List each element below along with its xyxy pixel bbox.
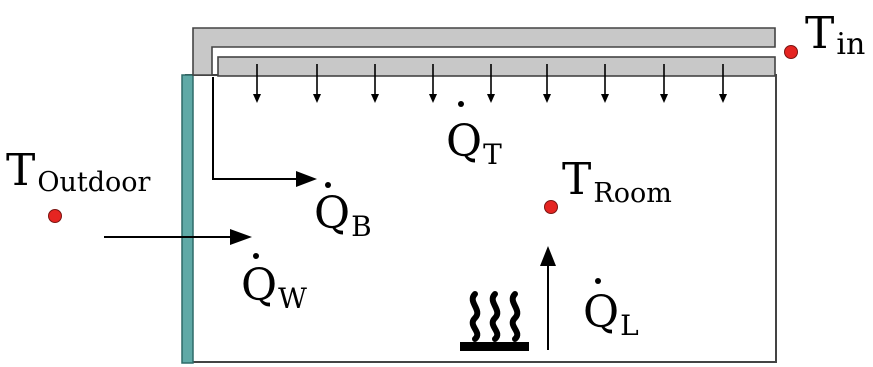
label-q-l: QL: [583, 278, 639, 342]
room-box: [185, 74, 777, 363]
downflow-arrow: [660, 64, 668, 103]
sensor-t-in-dot: [784, 45, 798, 59]
ceiling-downflow-arrows: [253, 64, 727, 103]
downflow-arrow: [371, 64, 379, 103]
label-t-room: TRoom: [562, 154, 672, 209]
bypass-flow-line: [212, 77, 304, 180]
exterior-wall: [181, 74, 194, 364]
downflow-arrow: [601, 64, 609, 103]
downflow-arrow: [719, 64, 727, 103]
svg-text:QW: QW: [241, 260, 307, 315]
label-t-in: Tin: [805, 8, 865, 62]
sensor-t-room-dot: [544, 200, 558, 214]
svg-text:QT: QT: [446, 116, 502, 171]
label-t-outdoor: TOutdoor: [6, 145, 151, 198]
ceiling-diffuser-duct: [217, 56, 776, 77]
label-q-b: QB: [314, 182, 372, 243]
downflow-arrow: [253, 64, 261, 103]
label-q-w: QW: [241, 253, 307, 315]
bypass-flow-arrowhead: [296, 171, 317, 187]
downflow-arrow: [543, 64, 551, 103]
svg-text:QL: QL: [583, 287, 639, 342]
sensor-t-outdoor-dot: [48, 209, 62, 223]
downflow-arrow: [487, 64, 495, 103]
wall-heat-flow-arrowhead: [230, 229, 252, 245]
load-heat-flow-arrowhead: [540, 246, 556, 266]
downflow-arrow: [429, 64, 437, 103]
downflow-arrow: [313, 64, 321, 103]
svg-text:QB: QB: [314, 188, 372, 243]
heater-icon: [460, 291, 529, 351]
label-q-t: QT: [446, 101, 502, 171]
supply-duct: [192, 27, 776, 76]
